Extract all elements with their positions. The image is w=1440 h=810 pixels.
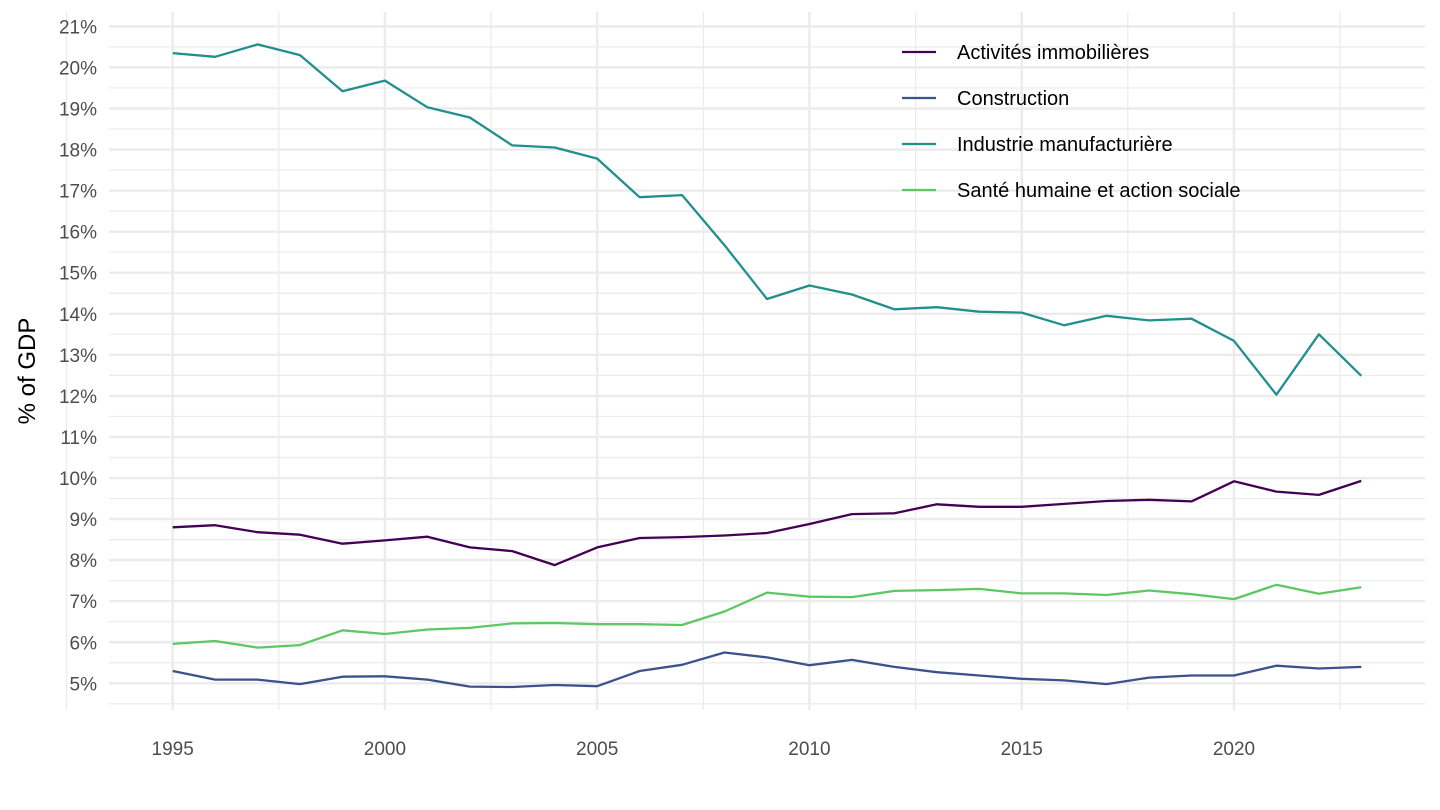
x-tick-label: 2015 (1001, 739, 1043, 760)
minor-gridlines (65, 12, 1425, 710)
y-tick-label: 14% (59, 305, 97, 326)
series-line (172, 479, 1362, 567)
series-line (172, 651, 1362, 689)
legend-label: Santé humaine et action sociale (957, 180, 1241, 202)
y-tick-label: 11% (60, 428, 97, 449)
y-tick-label: 17% (59, 182, 97, 203)
y-tick-label: 18% (59, 141, 97, 162)
series-lines (172, 43, 1363, 689)
legend-label: Industrie manufacturière (957, 134, 1173, 156)
legend: Activités immobilières Construction Indust… (902, 42, 1241, 202)
y-tick-label: 12% (59, 387, 97, 408)
y-tick-label: 20% (59, 58, 97, 79)
y-tick-label: 6% (70, 633, 98, 654)
y-tick-label: 16% (59, 223, 97, 244)
y-tick-label: 9% (70, 510, 98, 531)
major-gridlines (109, 12, 1425, 710)
legend-label: Activités immobilières (957, 42, 1149, 64)
series-line (172, 43, 1363, 396)
y-tick-label: 8% (70, 551, 98, 572)
x-tick-label: 2000 (364, 739, 406, 760)
y-axis-title: % of GDP (14, 318, 41, 425)
x-tick-label: 1995 (152, 739, 194, 760)
x-tick-label: 2010 (788, 739, 830, 760)
y-tick-label: 10% (59, 469, 97, 490)
y-tick-label: 7% (70, 592, 98, 613)
y-tick-label: 21% (59, 17, 97, 38)
x-tick-label: 2005 (576, 739, 618, 760)
x-axis-tick-labels: 1995 2000 2005 2010 2015 2020 (152, 739, 1256, 760)
y-tick-label: 13% (59, 346, 97, 367)
y-axis-tick-labels: 5% 6% 7% 8% 9% 10% 11% 12% 13% 14% 15% 16% 17% 18% 19%… (59, 17, 97, 695)
y-tick-label: 19% (59, 99, 97, 120)
y-tick-label: 15% (59, 264, 97, 285)
y-tick-label: 5% (70, 674, 98, 695)
series-line (172, 583, 1362, 649)
x-tick-label: 2020 (1213, 739, 1255, 760)
legend-label: Construction (957, 88, 1069, 110)
